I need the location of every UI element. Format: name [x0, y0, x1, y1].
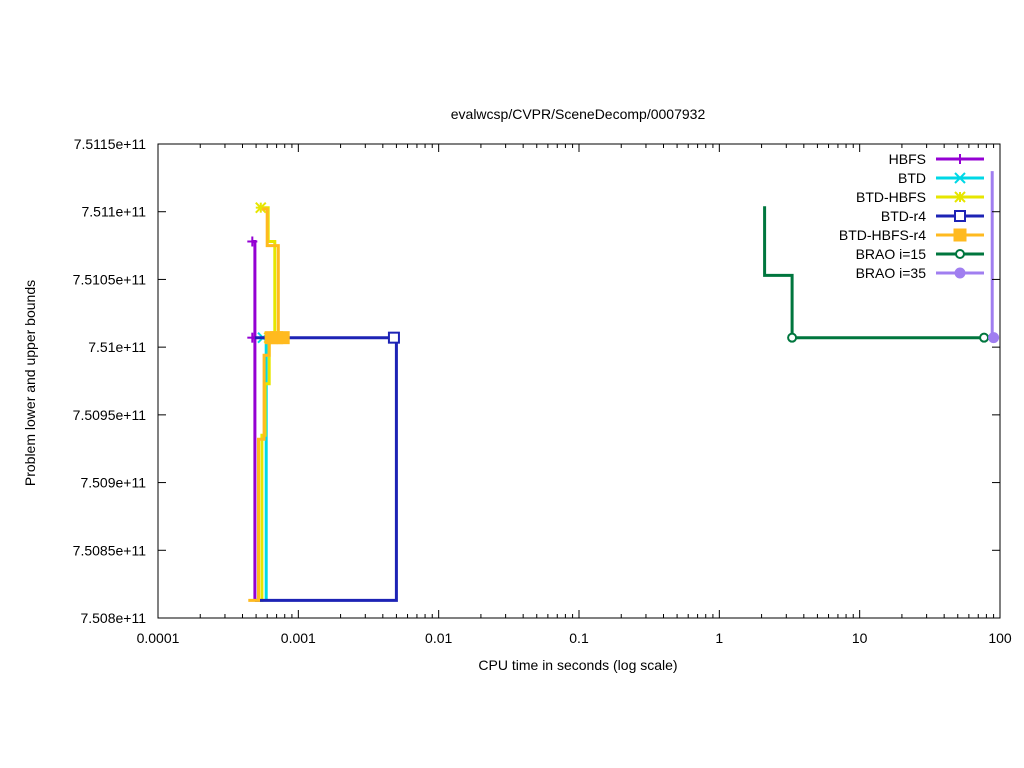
- series-marker: [954, 172, 966, 184]
- series-marker: [955, 249, 965, 259]
- series-marker: [387, 331, 400, 344]
- x-tick-label: 1: [715, 630, 723, 646]
- x-tick-label: 10: [852, 630, 868, 646]
- legend-label: BTD-HBFS: [856, 189, 926, 205]
- series-marker: [954, 210, 966, 222]
- series-line: [254, 336, 398, 602]
- series-marker: [955, 154, 965, 164]
- legend-entry: BTD-r4: [881, 208, 984, 224]
- x-tick-label: 0.1: [569, 630, 589, 646]
- legend-entry: BTD-HBFS: [856, 189, 984, 205]
- legend-label: BTD: [898, 170, 926, 186]
- series-btd-r4: [254, 331, 400, 602]
- chart-title: evalwcsp/CVPR/SceneDecomp/0007932: [451, 106, 706, 122]
- y-tick-label: 7.5095e+11: [73, 407, 147, 423]
- series-line: [252, 336, 257, 601]
- series-btd-hbfs-r4: [248, 207, 290, 602]
- legend-entry: BTD: [898, 170, 984, 186]
- marker-shape: [953, 228, 967, 242]
- series-marker: [276, 331, 290, 345]
- series-brao-i-15: [763, 206, 990, 343]
- marker-shape: [276, 331, 290, 345]
- legend-label: BTD-HBFS-r4: [839, 227, 926, 243]
- y-tick-label: 7.5085e+11: [73, 542, 147, 558]
- series-line: [261, 207, 280, 338]
- x-axis-label: CPU time in seconds (log scale): [478, 657, 677, 673]
- marker-shape: [979, 332, 990, 343]
- series-hbfs: [247, 236, 258, 601]
- x-tick-label: 0.0001: [137, 630, 180, 646]
- legend-entry: HBFS: [889, 151, 984, 167]
- marker-shape: [387, 331, 400, 344]
- series-marker: [979, 332, 990, 343]
- marker-stroke: [954, 172, 966, 184]
- series-marker: [954, 191, 966, 203]
- x-tick-label: 0.01: [425, 630, 452, 646]
- legend-label: BRAO i=35: [856, 265, 927, 281]
- y-axis-label: Problem lower and upper bounds: [22, 280, 38, 486]
- x-tick-label: 100: [988, 630, 1012, 646]
- plot-area: [247, 171, 1000, 602]
- legend-entry: BRAO i=35: [856, 265, 984, 281]
- plot-frame: [157, 143, 1001, 619]
- series-marker: [787, 332, 798, 343]
- series-marker: [988, 332, 1000, 344]
- y-tick-label: 7.511e+11: [82, 204, 147, 220]
- marker-shape: [988, 332, 1000, 344]
- y-tick-label: 7.508e+11: [80, 610, 146, 626]
- marker-shape: [955, 249, 965, 259]
- y-tick-label: 7.5105e+11: [73, 271, 147, 287]
- marker-shape: [787, 332, 798, 343]
- legend: HBFS BTD BTD-HBFS BTD-r4 BTD-HBFS-r4 BRAO i=1…: [839, 151, 984, 281]
- x-tick-label: 0.001: [281, 630, 316, 646]
- series-line: [763, 206, 985, 340]
- marker-shape: [954, 210, 966, 222]
- series-marker: [953, 228, 967, 242]
- series-brao-i-35: [988, 171, 1000, 344]
- y-tick-label: 7.5115e+11: [74, 136, 146, 152]
- legend-label: HBFS: [889, 151, 926, 167]
- y-tick-label: 7.509e+11: [80, 475, 146, 491]
- legend-label: BRAO i=15: [856, 246, 927, 262]
- y-tick-label: 7.51e+11: [88, 339, 146, 355]
- legend-entry: BRAO i=15: [856, 246, 984, 262]
- series-marker: [247, 236, 258, 247]
- series-marker: [954, 267, 966, 279]
- series-line: [252, 240, 257, 338]
- marker-stroke: [255, 201, 267, 214]
- axes: 0.0001 0.001 0.01 0.1 1 10 100 7.508e+11 7.5085e…: [73, 136, 1012, 646]
- legend-entry: BTD-HBFS-r4: [839, 227, 984, 243]
- legend-label: BTD-r4: [881, 208, 926, 224]
- marker-stroke: [954, 191, 966, 203]
- marker-shape: [954, 267, 966, 279]
